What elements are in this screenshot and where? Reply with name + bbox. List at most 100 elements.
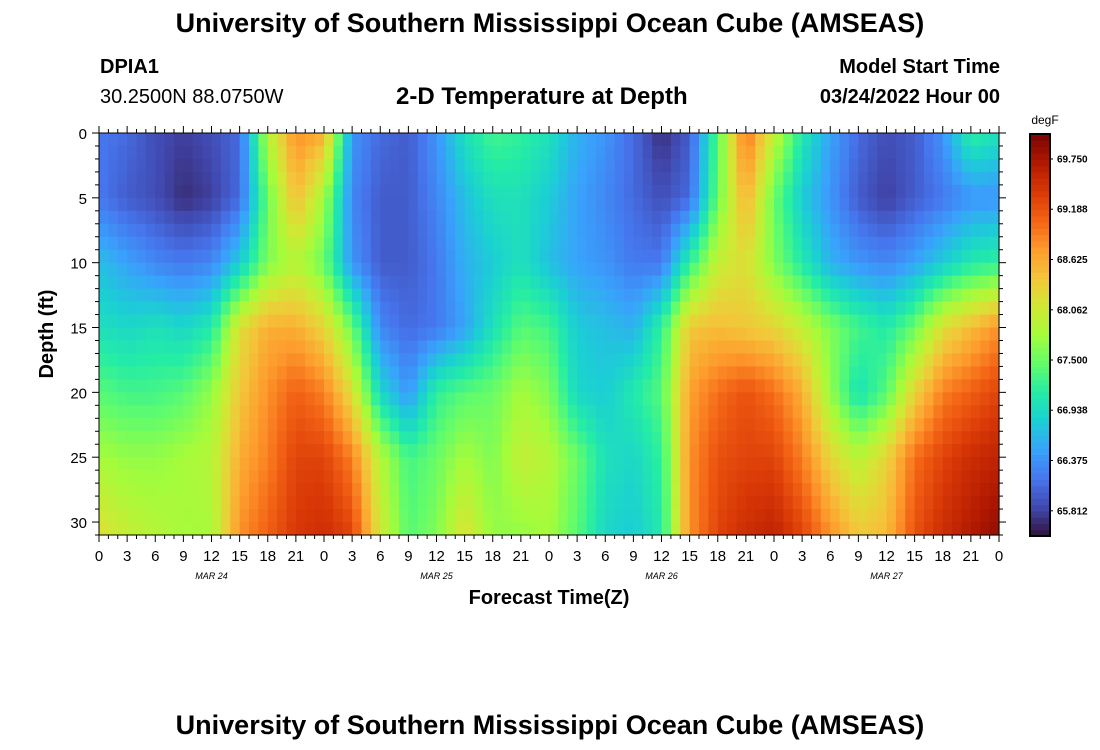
heatmap-cell (867, 197, 878, 212)
heatmap-cell (727, 327, 738, 342)
heatmap-cell (370, 184, 381, 199)
heatmap-cell (980, 340, 991, 355)
heatmap-cell (389, 457, 400, 471)
heatmap-cell (539, 418, 550, 432)
heatmap-cell (567, 314, 578, 329)
heatmap-cell (117, 301, 128, 316)
heatmap-cell (324, 470, 334, 484)
heatmap-cell (839, 288, 850, 303)
heatmap-cell (530, 379, 541, 393)
heatmap-cell (905, 444, 916, 458)
heatmap-cell (230, 184, 241, 199)
heatmap-cell (680, 301, 691, 316)
heatmap-cell (314, 327, 325, 342)
heatmap-cell (708, 133, 719, 147)
heatmap-cell (277, 262, 288, 277)
heatmap-cell (867, 314, 878, 329)
heatmap-cell (830, 288, 841, 303)
heatmap-cell (624, 457, 634, 471)
heatmap-cell (661, 288, 672, 303)
heatmap-cell (277, 275, 288, 290)
heatmap-cell (117, 171, 128, 186)
heatmap-cell (361, 275, 372, 290)
heatmap-cell (924, 340, 934, 355)
heatmap-cell (211, 522, 222, 536)
heatmap-cell (108, 444, 119, 458)
heatmap-cell (774, 184, 784, 199)
heatmap-cell (652, 379, 663, 393)
colorbar-swatch (1030, 309, 1050, 317)
heatmap-cell (108, 158, 119, 173)
heatmap-cell (802, 249, 813, 264)
heatmap-cell (342, 366, 353, 380)
heatmap-cell (614, 509, 625, 523)
heatmap-cell (483, 171, 494, 186)
heatmap-cell (183, 133, 194, 147)
heatmap-cell (558, 301, 569, 316)
heatmap-cell (277, 366, 288, 380)
heatmap-cell (249, 133, 259, 147)
heatmap-cell (220, 444, 231, 458)
heatmap-cell (895, 470, 906, 484)
heatmap-cell (670, 353, 681, 368)
heatmap-cell (774, 509, 784, 523)
heatmap-cell (802, 158, 813, 173)
heatmap-cell (924, 197, 934, 212)
heatmap-cell (352, 158, 363, 173)
heatmap-cell (849, 418, 859, 432)
heatmap-cell (136, 522, 147, 536)
heatmap-cell (249, 496, 259, 510)
heatmap-cell (286, 483, 297, 497)
heatmap-cell (145, 470, 156, 484)
heatmap-cell (155, 133, 166, 147)
heatmap-cell (764, 145, 775, 160)
heatmap-cell (970, 223, 981, 238)
heatmap-cell (717, 379, 728, 393)
heatmap-cell (595, 470, 606, 484)
heatmap-cell (577, 249, 588, 264)
colorbar-swatch (1030, 378, 1050, 386)
heatmap-cell (267, 249, 278, 264)
heatmap-cell (980, 405, 991, 419)
heatmap-cell (849, 496, 859, 510)
heatmap-cell (117, 197, 128, 212)
heatmap-cell (689, 301, 700, 316)
heatmap-cell (577, 431, 588, 445)
heatmap-cell (549, 314, 559, 329)
heatmap-cell (661, 145, 672, 160)
heatmap-cell (483, 470, 494, 484)
heatmap-cell (324, 249, 334, 264)
heatmap-cell (595, 184, 606, 199)
heatmap-cell (286, 314, 297, 329)
heatmap-cell (577, 223, 588, 238)
heatmap-cell (202, 457, 213, 471)
heatmap-cell (305, 236, 316, 251)
colorbar-swatch (1030, 473, 1050, 481)
heatmap-cell (352, 509, 363, 523)
heatmap-cell (136, 171, 147, 186)
heatmap-cell (783, 379, 794, 393)
heatmap-cell (839, 145, 850, 160)
heatmap-cell (764, 340, 775, 355)
heatmap-cell (305, 262, 316, 277)
heatmap-cell (502, 379, 513, 393)
heatmap-cell (333, 133, 344, 147)
heatmap-cell (980, 522, 991, 536)
heatmap-cell (717, 496, 728, 510)
heatmap-cell (492, 210, 503, 225)
heatmap-cell (970, 496, 981, 510)
heatmap-cell (492, 379, 503, 393)
heatmap-cell (502, 340, 513, 355)
heatmap-cell (352, 133, 363, 147)
heatmap-cell (117, 340, 128, 355)
heatmap-cell (520, 314, 531, 329)
heatmap-cell (689, 327, 700, 342)
heatmap-cell (970, 210, 981, 225)
heatmap-cell (708, 470, 719, 484)
heatmap-cell (980, 327, 991, 342)
heatmap-cell (961, 314, 972, 329)
heatmap-cell (567, 496, 578, 510)
heatmap-cell (708, 353, 719, 368)
heatmap-cell (755, 223, 766, 238)
x-tick-label: 15 (906, 548, 923, 565)
